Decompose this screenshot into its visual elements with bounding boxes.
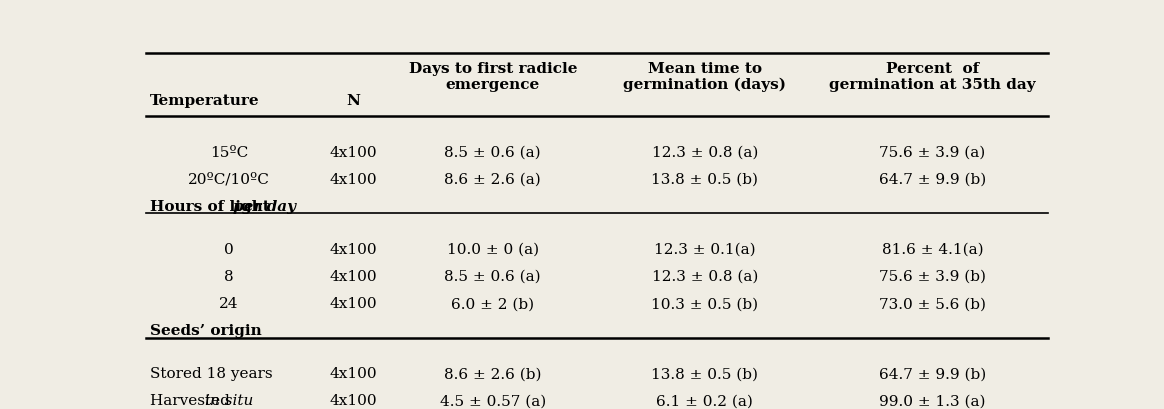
Text: Seeds’ origin: Seeds’ origin (150, 324, 262, 337)
Text: 13.8 ± 0.5 (b): 13.8 ± 0.5 (b) (652, 366, 758, 380)
Text: 8.5 ± 0.6 (a): 8.5 ± 0.6 (a) (445, 146, 541, 160)
Text: 73.0 ± 5.6 (b): 73.0 ± 5.6 (b) (879, 297, 986, 310)
Text: 75.6 ± 3.9 (a): 75.6 ± 3.9 (a) (880, 146, 986, 160)
Text: 64.7 ± 9.9 (b): 64.7 ± 9.9 (b) (879, 366, 986, 380)
Text: 4.5 ± 0.57 (a): 4.5 ± 0.57 (a) (440, 393, 546, 407)
Text: per day: per day (233, 200, 296, 213)
Text: 6.0 ± 2 (b): 6.0 ± 2 (b) (452, 297, 534, 310)
Text: 8.5 ± 0.6 (a): 8.5 ± 0.6 (a) (445, 270, 541, 283)
Text: 15ºC: 15ºC (210, 146, 248, 160)
Text: 12.3 ± 0.8 (a): 12.3 ± 0.8 (a) (652, 270, 758, 283)
Text: 4x100: 4x100 (329, 297, 377, 310)
Text: 10.3 ± 0.5 (b): 10.3 ± 0.5 (b) (651, 297, 759, 310)
Text: 8: 8 (225, 270, 234, 283)
Text: 75.6 ± 3.9 (b): 75.6 ± 3.9 (b) (879, 270, 986, 283)
Text: 8.6 ± 2.6 (a): 8.6 ± 2.6 (a) (445, 173, 541, 187)
Text: 81.6 ± 4.1(a): 81.6 ± 4.1(a) (882, 243, 984, 256)
Text: 13.8 ± 0.5 (b): 13.8 ± 0.5 (b) (652, 173, 758, 187)
Text: 4x100: 4x100 (329, 270, 377, 283)
Text: Percent  of
germination at 35th day: Percent of germination at 35th day (829, 62, 1036, 92)
Text: 12.3 ± 0.1(a): 12.3 ± 0.1(a) (654, 243, 755, 256)
Text: 4x100: 4x100 (329, 393, 377, 407)
Text: 8.6 ± 2.6 (b): 8.6 ± 2.6 (b) (443, 366, 541, 380)
Text: 4x100: 4x100 (329, 173, 377, 187)
Text: 10.0 ± 0 (a): 10.0 ± 0 (a) (447, 243, 539, 256)
Text: Stored 18 years: Stored 18 years (150, 366, 272, 380)
Text: 6.1 ± 0.2 (a): 6.1 ± 0.2 (a) (656, 393, 753, 407)
Text: Temperature: Temperature (150, 94, 260, 108)
Text: 12.3 ± 0.8 (a): 12.3 ± 0.8 (a) (652, 146, 758, 160)
Text: Mean time to
germination (days): Mean time to germination (days) (623, 62, 787, 92)
Text: 4x100: 4x100 (329, 146, 377, 160)
Text: in situ: in situ (205, 393, 254, 407)
Text: 64.7 ± 9.9 (b): 64.7 ± 9.9 (b) (879, 173, 986, 187)
Text: 0: 0 (223, 243, 234, 256)
Text: 4x100: 4x100 (329, 366, 377, 380)
Text: 4x100: 4x100 (329, 243, 377, 256)
Text: Harvested: Harvested (150, 393, 235, 407)
Text: N: N (346, 94, 360, 108)
Text: 99.0 ± 1.3 (a): 99.0 ± 1.3 (a) (879, 393, 986, 407)
Text: 24: 24 (219, 297, 239, 310)
Text: Hours of light: Hours of light (150, 200, 275, 213)
Text: 20ºC/10ºC: 20ºC/10ºC (189, 173, 270, 187)
Text: Days to first radicle
emergence: Days to first radicle emergence (409, 62, 577, 92)
